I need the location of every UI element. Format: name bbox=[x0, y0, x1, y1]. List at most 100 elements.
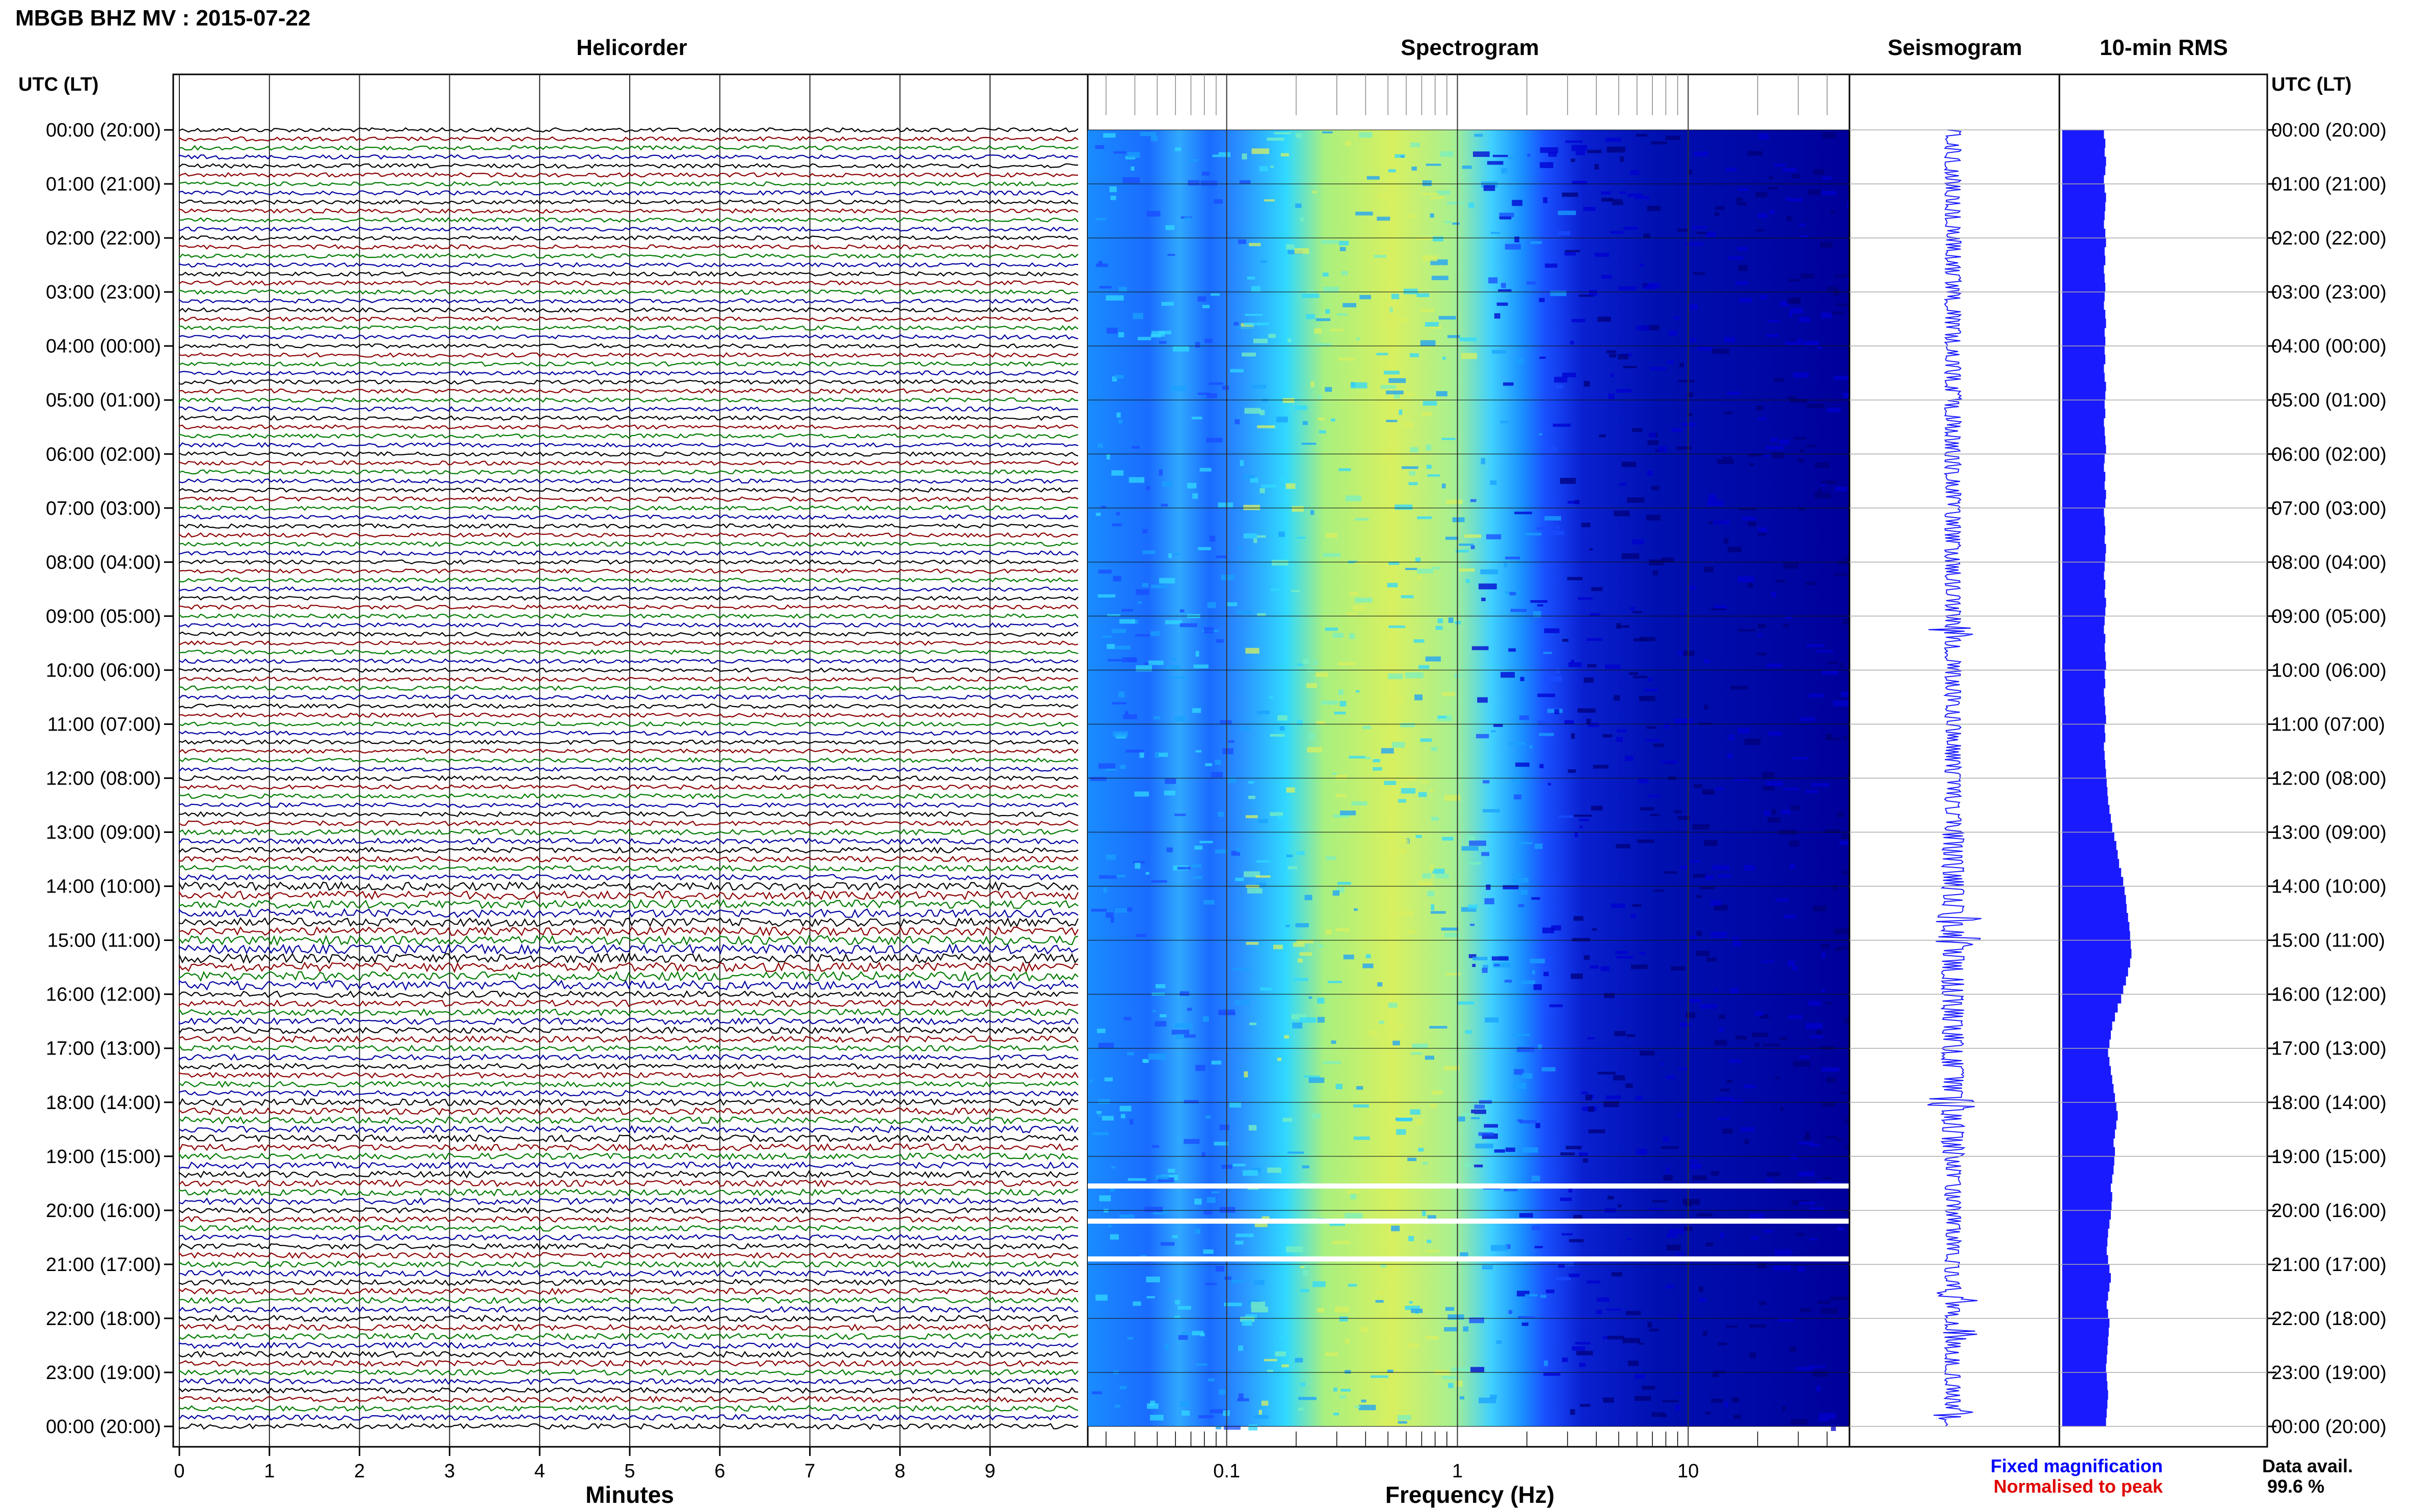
helicorder-trace bbox=[178, 846, 1079, 854]
spectrogram-tick-label: 10 bbox=[1677, 1461, 1699, 1482]
helicorder-trace bbox=[178, 667, 1079, 673]
helicorder-trace bbox=[178, 890, 1079, 901]
helicorder-trace bbox=[178, 1225, 1079, 1232]
left-time-label: 03:00 (23:00) bbox=[46, 282, 161, 303]
left-time-label: 18:00 (14:00) bbox=[46, 1092, 161, 1114]
helicorder-trace bbox=[178, 388, 1079, 394]
helicorder-trace bbox=[178, 550, 1079, 556]
left-time-label: 12:00 (08:00) bbox=[46, 768, 161, 790]
helicorder-traces bbox=[178, 127, 1079, 1430]
helicorder-trace bbox=[179, 1125, 1079, 1134]
helicorder-trace bbox=[178, 811, 1079, 818]
right-time-label: 08:00 (04:00) bbox=[2271, 552, 2386, 573]
right-time-label: 09:00 (05:00) bbox=[2271, 606, 2386, 627]
station-title: MBGB BHZ MV : 2015-07-22 bbox=[15, 6, 310, 31]
helicorder-trace bbox=[178, 934, 1079, 947]
helicorder-trace bbox=[178, 1161, 1079, 1170]
helicorder-trace bbox=[178, 961, 1079, 974]
helicorder-trace bbox=[178, 577, 1079, 583]
helicorder-trace bbox=[178, 793, 1079, 799]
rms-panel bbox=[2058, 73, 2268, 1448]
helicorder-trace bbox=[178, 199, 1079, 205]
left-time-label: 06:00 (02:00) bbox=[46, 444, 161, 465]
right-time-label: 22:00 (18:00) bbox=[2271, 1308, 2386, 1330]
helicorder-trace bbox=[178, 1152, 1079, 1160]
helicorder-trace bbox=[178, 828, 1079, 836]
right-time-axis: 00:00 (20:00) 01:00 (21:00) 02:00 (22:00) 0… bbox=[2267, 120, 2386, 1438]
helicorder-trace bbox=[178, 1197, 1079, 1205]
seismogram-trace bbox=[1927, 129, 1982, 1426]
helicorder-trace bbox=[178, 262, 1079, 268]
helicorder-trace bbox=[178, 838, 1079, 845]
right-time-label: 13:00 (09:00) bbox=[2271, 822, 2386, 844]
helicorder-tick-label: 4 bbox=[534, 1461, 545, 1482]
data-avail-label: Data avail. bbox=[2262, 1455, 2353, 1476]
helicorder-trace bbox=[178, 424, 1079, 430]
left-time-label: 05:00 (01:00) bbox=[46, 390, 161, 411]
helicorder-trace bbox=[178, 406, 1079, 412]
right-time-label: 01:00 (21:00) bbox=[2271, 174, 2386, 195]
helicorder-trace bbox=[178, 649, 1079, 655]
right-time-label: 07:00 (03:00) bbox=[2271, 498, 2386, 519]
spectrogram-data-gap bbox=[1088, 1256, 1849, 1262]
helicorder-trace bbox=[178, 370, 1079, 376]
helicorder-trace bbox=[178, 1071, 1079, 1079]
helicorder-trace bbox=[178, 1243, 1079, 1251]
right-time-label: 14:00 (10:00) bbox=[2271, 876, 2386, 898]
helicorder-trace bbox=[178, 999, 1079, 1008]
helicorder-trace bbox=[178, 253, 1079, 259]
spectrogram-xlabel: Frequency (Hz) bbox=[1385, 1481, 1554, 1508]
helicorder-trace bbox=[178, 685, 1079, 691]
left-time-label: 21:00 (17:00) bbox=[46, 1254, 161, 1276]
helicorder-trace bbox=[178, 1116, 1079, 1125]
helicorder-trace bbox=[178, 990, 1078, 998]
spectrogram-title: Spectrogram bbox=[1401, 35, 1539, 60]
helicorder-trace bbox=[178, 604, 1079, 610]
helicorder-trace bbox=[178, 217, 1079, 223]
right-time-label: 21:00 (17:00) bbox=[2271, 1254, 2386, 1276]
helicorder-trace bbox=[178, 1287, 1079, 1295]
helicorder-trace bbox=[178, 658, 1079, 664]
right-time-label: 20:00 (16:00) bbox=[2271, 1200, 2386, 1222]
helicorder-trace bbox=[178, 865, 1079, 872]
helicorder-trace bbox=[178, 433, 1079, 439]
helicorder-trace bbox=[178, 1035, 1079, 1043]
helicorder-trace bbox=[178, 487, 1079, 493]
helicorder-trace bbox=[178, 881, 1079, 892]
helicorder-trace bbox=[178, 1170, 1079, 1179]
rms-title: 10-min RMS bbox=[2100, 35, 2228, 60]
right-axis-title: UTC (LT) bbox=[2271, 74, 2352, 95]
helicorder-trace bbox=[178, 1063, 1079, 1070]
right-time-label: 03:00 (23:00) bbox=[2271, 282, 2386, 303]
right-time-label: 00:00 (20:00) bbox=[2271, 1416, 2386, 1438]
helicorder-trace bbox=[178, 1143, 1079, 1152]
spectrogram-tick-label: 0.1 bbox=[1213, 1461, 1240, 1482]
left-time-label: 10:00 (06:00) bbox=[46, 660, 161, 681]
helicorder-trace bbox=[178, 1278, 1079, 1286]
helicorder-trace bbox=[178, 1341, 1079, 1349]
helicorder-trace bbox=[178, 1333, 1079, 1340]
helicorder-trace bbox=[178, 514, 1079, 520]
left-time-label: 20:00 (16:00) bbox=[46, 1200, 161, 1222]
helicorder-trace bbox=[178, 505, 1079, 511]
helicorder-trace bbox=[178, 1090, 1079, 1097]
helicorder-trace bbox=[178, 523, 1079, 529]
helicorder-trace bbox=[178, 1107, 1079, 1116]
helicorder-trace bbox=[178, 703, 1079, 709]
helicorder-trace bbox=[178, 1134, 1079, 1143]
helicorder-trace bbox=[178, 469, 1079, 475]
helicorder-tick-label: 1 bbox=[264, 1461, 275, 1482]
helicorder-trace bbox=[178, 208, 1079, 214]
helicorder-trace bbox=[178, 1188, 1079, 1197]
helicorder-tick-label: 6 bbox=[714, 1461, 725, 1482]
helicorder-trace bbox=[178, 899, 1079, 910]
legend-fixed-magnification: Fixed magnification bbox=[1991, 1455, 2163, 1476]
spectrogram-data-gap bbox=[1088, 1183, 1849, 1189]
helicorder-trace bbox=[178, 352, 1079, 358]
helicorder-trace bbox=[178, 343, 1079, 349]
helicorder-trace bbox=[178, 640, 1079, 646]
legend-normalised-to-peak: Normalised to peak bbox=[1994, 1476, 2163, 1497]
helicorder-trace bbox=[178, 280, 1079, 286]
helicorder-trace bbox=[178, 622, 1079, 628]
